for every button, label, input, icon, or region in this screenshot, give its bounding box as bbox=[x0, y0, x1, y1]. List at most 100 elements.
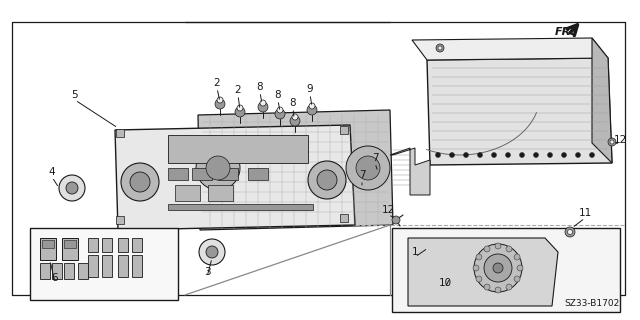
Bar bbox=[392, 228, 620, 312]
Circle shape bbox=[449, 153, 454, 157]
Bar bbox=[248, 168, 268, 180]
Polygon shape bbox=[412, 38, 608, 60]
Circle shape bbox=[476, 254, 482, 260]
Text: 10: 10 bbox=[438, 278, 452, 288]
Circle shape bbox=[575, 153, 580, 157]
Bar bbox=[64, 240, 76, 248]
Circle shape bbox=[66, 182, 78, 194]
Circle shape bbox=[610, 140, 614, 144]
Circle shape bbox=[506, 153, 511, 157]
Text: 6: 6 bbox=[52, 273, 58, 283]
Text: 2: 2 bbox=[235, 85, 241, 95]
Circle shape bbox=[290, 116, 300, 126]
Circle shape bbox=[565, 227, 575, 237]
Text: 12: 12 bbox=[381, 205, 395, 215]
Text: 2: 2 bbox=[214, 78, 220, 88]
Circle shape bbox=[215, 99, 225, 109]
Circle shape bbox=[517, 265, 523, 271]
Circle shape bbox=[514, 276, 520, 282]
Bar bbox=[168, 135, 308, 163]
Text: 8: 8 bbox=[290, 98, 296, 108]
Circle shape bbox=[206, 156, 230, 180]
Circle shape bbox=[474, 244, 522, 292]
Text: 7: 7 bbox=[372, 153, 378, 163]
Circle shape bbox=[317, 170, 337, 190]
Text: 9: 9 bbox=[307, 84, 314, 94]
Circle shape bbox=[547, 153, 552, 157]
Circle shape bbox=[121, 163, 159, 201]
Circle shape bbox=[196, 146, 240, 190]
Circle shape bbox=[436, 44, 444, 52]
Circle shape bbox=[473, 265, 479, 271]
Bar bbox=[168, 204, 313, 210]
Bar bbox=[102, 238, 112, 252]
Circle shape bbox=[346, 146, 390, 190]
Circle shape bbox=[493, 263, 503, 273]
Polygon shape bbox=[198, 110, 393, 230]
Circle shape bbox=[130, 172, 150, 192]
Text: 11: 11 bbox=[579, 208, 591, 218]
Circle shape bbox=[463, 153, 468, 157]
Circle shape bbox=[495, 287, 501, 293]
Text: 1: 1 bbox=[412, 247, 419, 257]
Bar bbox=[40, 263, 50, 279]
Bar bbox=[340, 214, 348, 222]
Bar bbox=[132, 255, 142, 277]
Circle shape bbox=[506, 284, 512, 290]
Polygon shape bbox=[390, 148, 430, 195]
Polygon shape bbox=[592, 38, 612, 163]
Bar bbox=[116, 129, 124, 137]
Circle shape bbox=[484, 254, 512, 282]
Circle shape bbox=[260, 100, 266, 106]
Circle shape bbox=[561, 153, 566, 157]
Circle shape bbox=[292, 114, 298, 120]
Text: 12: 12 bbox=[613, 135, 627, 145]
Bar bbox=[118, 238, 128, 252]
Circle shape bbox=[309, 103, 315, 109]
Circle shape bbox=[392, 216, 400, 224]
Bar bbox=[78, 263, 88, 279]
Bar bbox=[30, 228, 178, 300]
Bar bbox=[340, 126, 348, 134]
Bar bbox=[64, 263, 74, 279]
Bar bbox=[175, 185, 200, 201]
Circle shape bbox=[235, 107, 245, 117]
Circle shape bbox=[199, 239, 225, 265]
Circle shape bbox=[589, 153, 595, 157]
Text: 7: 7 bbox=[358, 170, 365, 180]
Circle shape bbox=[476, 276, 482, 282]
Bar bbox=[192, 168, 212, 180]
Text: FR.: FR. bbox=[555, 27, 576, 37]
Circle shape bbox=[477, 153, 483, 157]
Circle shape bbox=[206, 246, 218, 258]
Circle shape bbox=[435, 153, 440, 157]
Text: 8: 8 bbox=[275, 90, 282, 100]
Circle shape bbox=[534, 153, 538, 157]
Bar bbox=[62, 238, 78, 260]
Bar bbox=[116, 216, 124, 224]
Circle shape bbox=[308, 161, 346, 199]
Bar bbox=[88, 255, 98, 277]
Text: 8: 8 bbox=[257, 82, 263, 92]
Text: 3: 3 bbox=[204, 267, 211, 277]
Circle shape bbox=[514, 254, 520, 260]
Bar bbox=[218, 168, 238, 180]
Polygon shape bbox=[427, 58, 612, 165]
Circle shape bbox=[608, 138, 616, 146]
Circle shape bbox=[492, 153, 497, 157]
Bar bbox=[102, 255, 112, 277]
Circle shape bbox=[275, 109, 285, 119]
Circle shape bbox=[568, 229, 573, 235]
Text: SZ33-B1702: SZ33-B1702 bbox=[564, 299, 620, 308]
Circle shape bbox=[495, 243, 501, 249]
Bar bbox=[42, 240, 54, 248]
Bar bbox=[208, 185, 233, 201]
Circle shape bbox=[356, 156, 380, 180]
Circle shape bbox=[59, 175, 85, 201]
Circle shape bbox=[438, 46, 442, 50]
Bar bbox=[168, 168, 188, 180]
Text: 5: 5 bbox=[72, 90, 78, 100]
Bar bbox=[118, 255, 128, 277]
Text: 4: 4 bbox=[49, 167, 55, 177]
Circle shape bbox=[217, 97, 223, 103]
